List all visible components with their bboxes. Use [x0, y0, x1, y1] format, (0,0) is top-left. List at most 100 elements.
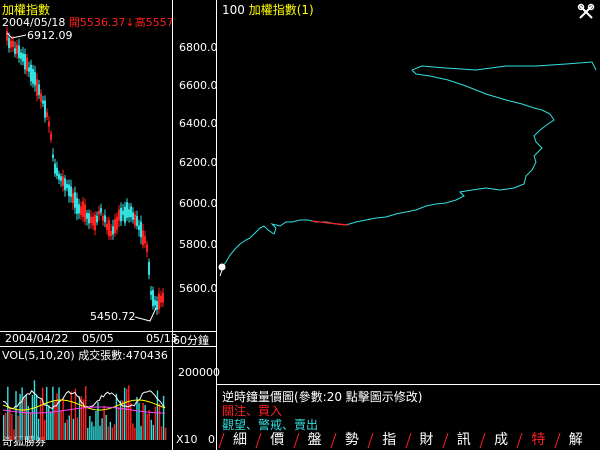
- candle-body: [126, 202, 128, 218]
- volume-bar: [111, 427, 114, 440]
- volume-bar: [123, 387, 126, 440]
- tab-6[interactable]: 訊: [456, 432, 471, 448]
- tab-0[interactable]: 細: [233, 432, 247, 448]
- candle-body: [38, 84, 40, 96]
- volume-bar: [11, 413, 13, 440]
- candle-body: [160, 295, 162, 303]
- right-period: 100: [222, 3, 245, 17]
- volume-bar: [9, 408, 11, 440]
- candle-body: [142, 230, 144, 246]
- candle-body: [90, 216, 92, 223]
- candle-body: [130, 206, 132, 218]
- sell-signal-legend: 觀望、警戒、賣出: [222, 418, 319, 432]
- candle-body: [110, 231, 112, 236]
- candle-body: [114, 219, 116, 234]
- volume-bar: [136, 396, 138, 440]
- volume-bar: [7, 386, 9, 440]
- volume-bar: [35, 394, 38, 440]
- tab-separator: [367, 432, 374, 449]
- period-button[interactable]: 60分鐘: [173, 334, 209, 347]
- volume-bar: [87, 427, 89, 440]
- start-point-marker: [218, 263, 226, 277]
- volume-bar: [29, 412, 32, 440]
- right-title: 加權指數(1): [248, 3, 314, 17]
- tools-icon[interactable]: [577, 3, 595, 21]
- candle-body: [62, 176, 64, 186]
- candle-body: [72, 193, 74, 204]
- candle-body: [14, 48, 16, 54]
- volume-bar: [58, 387, 60, 440]
- volume-bar: [15, 391, 17, 440]
- candle-body: [6, 30, 8, 41]
- volume-bar: [56, 393, 58, 440]
- tab-7[interactable]: 成: [494, 432, 509, 448]
- candle-body: [124, 206, 126, 223]
- candle-body: [48, 121, 50, 127]
- volume-bar: [142, 402, 144, 440]
- left-axis-divider: [172, 0, 173, 450]
- volume-bar: [31, 394, 34, 440]
- volume-bar: [158, 403, 161, 440]
- candle-body: [128, 209, 130, 218]
- candle-body: [46, 112, 48, 118]
- volume-bar: [78, 396, 81, 440]
- candle-body: [20, 52, 22, 59]
- volume-bar: [130, 403, 132, 440]
- volume-bar: [23, 397, 25, 440]
- volume-bar: [33, 380, 36, 440]
- candle-body: [36, 79, 38, 96]
- y-tick: 6200.0: [179, 156, 218, 169]
- tab-3[interactable]: 勢: [344, 432, 359, 448]
- candle-body: [10, 40, 12, 48]
- max-pointer-line: [6, 32, 27, 39]
- candle-body: [134, 214, 136, 226]
- y-tick: 6600.0: [179, 79, 218, 92]
- volume-bar: [103, 405, 105, 440]
- volume-bar: [72, 418, 75, 440]
- candle-body: [64, 178, 66, 191]
- tab-5[interactable]: 財: [419, 432, 434, 448]
- candle-body: [8, 37, 10, 48]
- candle-body: [18, 45, 20, 58]
- candle-body: [146, 244, 148, 252]
- tab-9[interactable]: 解: [568, 432, 583, 448]
- candle-body: [34, 71, 36, 86]
- candle-body: [136, 216, 138, 226]
- candle-body: [150, 291, 152, 295]
- volume-bar: [119, 400, 122, 440]
- volume-bar: [37, 418, 40, 440]
- candle-body: [44, 100, 46, 118]
- volume-bar: [107, 426, 109, 440]
- volume-bar: [93, 426, 95, 440]
- candle-body: [138, 225, 140, 230]
- candlestick-chart: [6, 26, 164, 322]
- candle-body: [116, 216, 118, 230]
- volume-date-end: 05/13: [146, 332, 178, 345]
- candle-body: [42, 100, 44, 104]
- tab-1[interactable]: 價: [270, 432, 285, 448]
- stock-name: 加權指數: [2, 3, 51, 17]
- y-tick: 6000.0: [179, 197, 218, 210]
- volume-date-axis: 2004/04/22 05/05 05/13: [0, 332, 178, 346]
- tab-separator: [554, 432, 561, 449]
- candle-body: [102, 215, 104, 221]
- candle-body: [118, 209, 120, 221]
- counterclockwise-curve-chart[interactable]: [216, 0, 600, 380]
- volume-bar: [64, 422, 66, 440]
- volume-bar: [85, 386, 87, 440]
- tab-8[interactable]: 特: [531, 432, 546, 448]
- left-price-panel[interactable]: 加權指數 2004/05/18 開5536.37↓高5557 6912.09 5…: [0, 0, 174, 330]
- info-line[interactable]: 逆時鐘量價圖(參數:20 點擊圖示修改): [222, 390, 423, 404]
- quote-high: 高5557: [134, 16, 174, 29]
- tab-4[interactable]: 指: [382, 432, 397, 448]
- candle-body: [148, 262, 150, 275]
- volume-label: 成交張數:: [78, 349, 126, 362]
- tab-2[interactable]: 盤: [307, 432, 322, 448]
- volume-bar: [76, 417, 79, 440]
- volume-bar: [5, 412, 7, 440]
- volume-bar: [21, 387, 23, 440]
- volume-bar: [54, 401, 56, 440]
- candle-body: [88, 213, 90, 224]
- volume-bar: [126, 389, 128, 440]
- candle-body: [68, 184, 70, 196]
